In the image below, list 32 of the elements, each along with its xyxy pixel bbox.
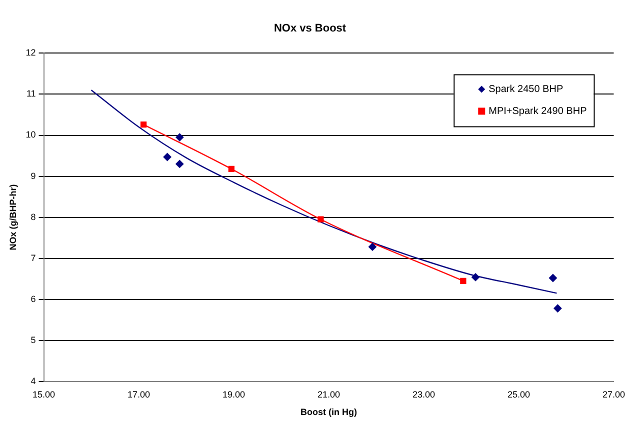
point xyxy=(554,304,562,312)
x-tick-label: 27.00 xyxy=(602,389,626,400)
point xyxy=(368,242,376,251)
point xyxy=(460,278,466,284)
x-tick-label: 23.00 xyxy=(412,389,436,400)
legend-label: MPI+Spark 2490 BHP xyxy=(488,106,588,117)
y-tick-label: 8 xyxy=(30,212,36,222)
x-tick-label: 19.00 xyxy=(222,389,246,400)
y-tick-label: 9 xyxy=(30,170,36,181)
point xyxy=(548,274,557,282)
x-tick-label: 17.00 xyxy=(128,389,150,400)
point xyxy=(318,216,324,222)
legend-label: Spark 2450 BHP xyxy=(488,84,564,95)
x-axis-title: Boost (in Hg) xyxy=(300,407,358,418)
point xyxy=(472,273,480,282)
point xyxy=(176,160,184,168)
y-tick-label: 12 xyxy=(26,48,36,58)
y-tick-label: 6 xyxy=(30,294,36,304)
chart-title: NOx vs Boost xyxy=(274,22,346,35)
x-tick-label: 21.00 xyxy=(318,389,340,400)
point xyxy=(163,152,172,161)
x-tick-label: 15.00 xyxy=(32,389,56,400)
y-tick-label: 7 xyxy=(30,252,36,263)
y-tick-label: 10 xyxy=(26,130,36,140)
point xyxy=(176,133,184,142)
y-axis-title: NOx (g/BHP-hr) xyxy=(8,184,18,250)
x-tick-label: 25.00 xyxy=(507,389,530,400)
y-tick-label: 11 xyxy=(26,88,36,99)
point xyxy=(140,122,147,128)
point xyxy=(228,166,234,172)
y-tick-label: 5 xyxy=(30,334,36,345)
y-tick-label: 4 xyxy=(30,376,36,386)
